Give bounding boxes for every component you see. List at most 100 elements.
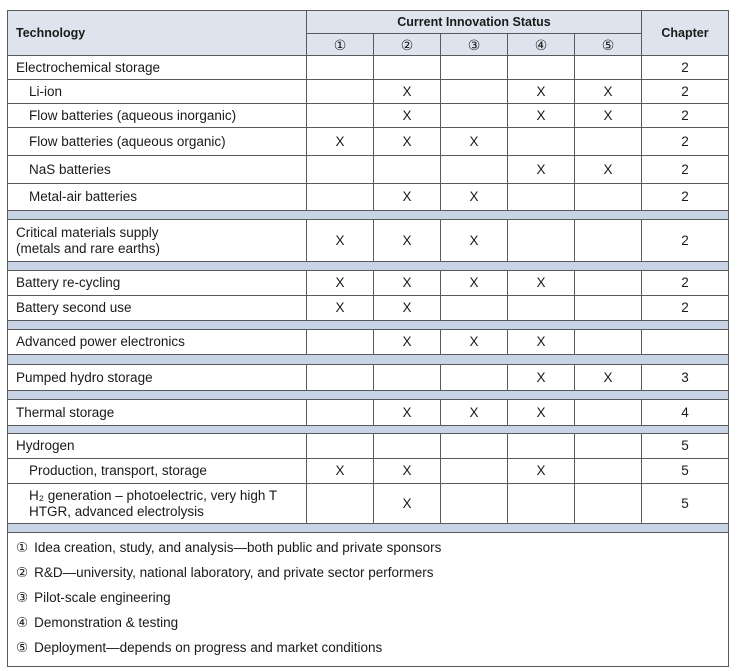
chapter-cell: 5 [641,483,729,524]
header-status-column: ③ [440,33,508,56]
row-label: Critical materials supply (metals and rar… [7,219,307,262]
status-cell [507,219,575,262]
chapter-cell: 2 [641,155,729,184]
status-cell [440,55,508,80]
header-status-column: ② [373,33,441,56]
legend-symbol: ② [16,565,29,580]
status-cell: X [574,103,642,128]
row-label: NaS batteries [7,155,307,184]
status-cell: X [373,103,441,128]
legend-symbol: ① [16,540,29,555]
status-cell [574,270,642,296]
legend-symbol: ③ [16,590,29,605]
status-cell: X [574,364,642,391]
status-cell [440,103,508,128]
status-cell [574,295,642,321]
status-cell: X [440,270,508,296]
status-cell [574,183,642,211]
status-cell: X [507,458,575,484]
status-cell [306,55,374,80]
status-cell: X [373,295,441,321]
row-label: Production, transport, storage [7,458,307,484]
status-cell: X [574,155,642,184]
status-cell: X [373,458,441,484]
chapter-cell: 2 [641,79,729,104]
legend-text: Pilot-scale engineering [34,590,171,605]
status-cell: X [507,270,575,296]
status-cell: X [373,219,441,262]
chapter-cell: 2 [641,183,729,211]
chapter-cell: 2 [641,103,729,128]
chapter-cell: 2 [641,270,729,296]
label-line: (metals and rare earths) [16,240,161,256]
status-cell [440,433,508,459]
row-label: Battery re-cycling [7,270,307,296]
header-technology: Technology [7,10,307,56]
status-cell [306,399,374,426]
status-cell [306,483,374,524]
status-cell: X [373,79,441,104]
status-cell [306,183,374,211]
chapter-cell: 2 [641,127,729,156]
status-cell: X [440,183,508,211]
legend-symbol: ⑤ [16,640,29,655]
chapter-cell: 4 [641,399,729,426]
status-cell: X [507,329,575,355]
status-cell [440,79,508,104]
status-cell [306,155,374,184]
status-cell [440,458,508,484]
row-label: Thermal storage [7,399,307,426]
legend-box [7,532,729,667]
status-cell [574,458,642,484]
status-cell: X [306,127,374,156]
row-label: Electrochemical storage [7,55,307,80]
status-cell [507,295,575,321]
legend-text: Idea creation, study, and analysis—both … [34,540,442,555]
header-chapter: Chapter [641,10,729,56]
status-cell: X [373,399,441,426]
legend-text: Demonstration & testing [34,615,179,630]
status-cell: X [373,329,441,355]
status-cell: X [373,483,441,524]
status-cell: X [507,79,575,104]
status-cell: X [507,399,575,426]
status-cell [507,127,575,156]
status-cell [373,55,441,80]
status-cell [306,364,374,391]
status-cell [306,79,374,104]
status-cell [373,433,441,459]
row-label: Flow batteries (aqueous inorganic) [7,103,307,128]
status-cell: X [306,458,374,484]
chapter-cell: 5 [641,433,729,459]
header-status-column: ④ [507,33,575,56]
chapter-cell [641,329,729,355]
status-cell: X [306,295,374,321]
status-cell [306,329,374,355]
row-label: Li-ion [7,79,307,104]
status-cell [574,399,642,426]
status-cell [574,483,642,524]
row-label: Advanced power electronics [7,329,307,355]
status-cell [507,483,575,524]
status-cell [507,433,575,459]
status-cell [440,295,508,321]
status-cell [373,364,441,391]
label-line: HTGR, advanced electrolysis [29,503,204,519]
status-cell: X [373,270,441,296]
legend-item: ⑤ Deployment—depends on progress and mark… [16,640,382,656]
status-cell: X [507,364,575,391]
status-cell: X [574,79,642,104]
status-cell [574,433,642,459]
status-cell: X [440,127,508,156]
legend-symbol: ④ [16,615,29,630]
status-cell: X [440,399,508,426]
row-label: H₂ generation – photoelectric, very high… [7,483,307,524]
status-cell: X [440,329,508,355]
row-label: Battery second use [7,295,307,321]
legend-text: Deployment—depends on progress and marke… [34,640,383,655]
status-cell [373,155,441,184]
status-cell [306,433,374,459]
row-label: Metal-air batteries [7,183,307,211]
status-cell [440,155,508,184]
